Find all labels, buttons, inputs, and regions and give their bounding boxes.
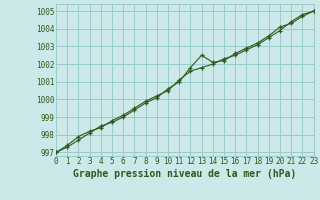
X-axis label: Graphe pression niveau de la mer (hPa): Graphe pression niveau de la mer (hPa) <box>73 169 296 179</box>
